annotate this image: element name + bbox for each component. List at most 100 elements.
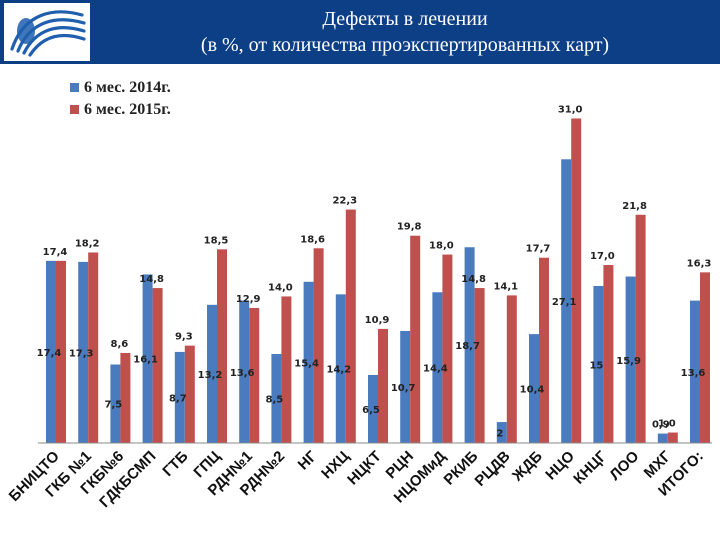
data-label-2015: 14,1 — [493, 281, 518, 292]
data-label-2014: 13,2 — [198, 370, 223, 381]
bar-2014 — [561, 159, 572, 443]
category-label: НГ — [295, 447, 321, 473]
category-label: КНЦГ — [570, 447, 610, 487]
data-label-2015: 19,8 — [397, 222, 422, 233]
bar-2014 — [239, 300, 250, 443]
data-label-2014: 13,6 — [230, 368, 255, 379]
bar-2015 — [345, 209, 356, 443]
data-label-2015: 16,3 — [687, 258, 712, 269]
legend-swatch-1 — [70, 83, 79, 92]
bar-2015 — [700, 272, 710, 443]
bar-2015 — [506, 295, 517, 443]
data-label-2015: 9,3 — [175, 332, 193, 343]
data-label-2015: 17,4 — [43, 247, 68, 258]
data-label-2014: 17,4 — [37, 348, 62, 359]
data-label-2014: 8,7 — [169, 393, 187, 404]
data-label-2015: 14,0 — [268, 282, 293, 293]
data-label-2014: 15,4 — [294, 358, 319, 369]
data-label-2015: 14,8 — [461, 274, 486, 285]
bar-2015 — [442, 254, 453, 443]
bar-2015 — [378, 328, 388, 443]
bar-2014 — [271, 354, 282, 443]
bar-2014 — [625, 276, 636, 443]
legend-swatch-2 — [70, 105, 79, 114]
data-label-2014: 14,4 — [423, 364, 448, 375]
bar-2015 — [249, 307, 260, 443]
bar-2015 — [571, 118, 582, 443]
bar-2015 — [152, 288, 163, 443]
legend-label-1: 6 мес. 2014г. — [84, 79, 171, 96]
data-label-2015: 17,0 — [590, 251, 615, 262]
bar-2015 — [217, 249, 227, 443]
bar-2015 — [56, 260, 66, 443]
data-label-2014: 10,7 — [391, 383, 416, 394]
data-label-2014: 7,5 — [105, 400, 123, 411]
data-label-2014: 2 — [496, 429, 503, 440]
bar-2014 — [110, 364, 121, 443]
data-label-2014: 14,2 — [326, 365, 351, 376]
bar-2015 — [635, 214, 646, 443]
bar-2015 — [603, 265, 614, 443]
bar-2014 — [174, 351, 185, 443]
bar-2014 — [142, 274, 153, 443]
legend-label-2: 6 мес. 2015г. — [84, 101, 171, 118]
bar-chart: 6 мес. 2014г.6 мес. 2015г.17,417,4БНИЦТО… — [6, 79, 712, 511]
data-label-2015: 18,0 — [429, 241, 454, 252]
data-label-2015: 31,0 — [558, 104, 583, 115]
bar-2014 — [303, 281, 314, 443]
category-label: РЦДВ — [472, 448, 514, 490]
data-label-2015: 18,5 — [204, 235, 229, 246]
bar-2014 — [496, 422, 507, 443]
data-label-2015: 22,3 — [332, 196, 357, 207]
data-label-2014: 13,6 — [681, 368, 706, 379]
page-title: Дефекты в лечении (в %, от количества пр… — [100, 6, 710, 58]
data-label-2015: 14,8 — [139, 274, 164, 285]
data-label-2015: 10,9 — [365, 315, 390, 326]
data-label-2015: 18,2 — [75, 238, 100, 249]
data-label-2014: 17,3 — [69, 348, 94, 359]
bar-2015 — [474, 288, 485, 443]
data-label-2015: 17,7 — [526, 244, 551, 255]
bar-2014 — [46, 260, 56, 443]
bar-2014 — [432, 292, 443, 443]
category-label: ГТБ — [159, 448, 191, 480]
data-label-2014: 16,1 — [133, 355, 158, 366]
bar-2014 — [529, 334, 539, 443]
category-label: НЦКТ — [344, 448, 385, 489]
header-bar: Дефекты в лечении (в %, от количества пр… — [0, 0, 720, 64]
bar-2014 — [593, 285, 604, 443]
bar-2015 — [88, 252, 99, 443]
data-label-2015: 8,6 — [111, 339, 129, 350]
bar-2015 — [120, 352, 131, 443]
bar-2015 — [281, 296, 292, 443]
data-label-2014: 18,7 — [455, 341, 480, 352]
data-label-2014: 10,4 — [520, 385, 545, 396]
bar-2014 — [400, 330, 411, 443]
category-label: ЖДБ — [508, 448, 546, 486]
data-label-2015: 18,6 — [300, 234, 325, 245]
bar-2014 — [657, 433, 668, 443]
title-line-2: (в %, от количества проэкспертированных … — [200, 34, 610, 56]
data-label-2014: 6,5 — [362, 405, 380, 416]
data-label-2014: 15,9 — [616, 356, 641, 367]
data-label-2015: 21,8 — [622, 201, 647, 212]
data-label-2014: 0,9 — [652, 420, 670, 431]
bar-2014 — [464, 247, 475, 443]
logo-icon — [4, 3, 90, 61]
data-label-2015: 12,9 — [236, 294, 261, 305]
bar-2015 — [539, 257, 549, 443]
bar-2014 — [207, 304, 217, 443]
data-label-2014: 15 — [589, 360, 603, 371]
bar-2015 — [667, 432, 678, 443]
data-label-2014: 27,1 — [552, 297, 577, 308]
bar-2014 — [335, 294, 346, 443]
bar-2015 — [184, 345, 195, 443]
bar-2014 — [690, 300, 700, 443]
title-line-1: Дефекты в лечении — [322, 8, 488, 30]
data-label-2015: 1,0 — [658, 419, 676, 430]
bar-2015 — [410, 235, 421, 443]
category-label: ЛОО — [606, 448, 642, 484]
data-label-2014: 8,5 — [266, 395, 284, 406]
bar-2014 — [368, 374, 378, 443]
bar-2015 — [313, 248, 324, 443]
